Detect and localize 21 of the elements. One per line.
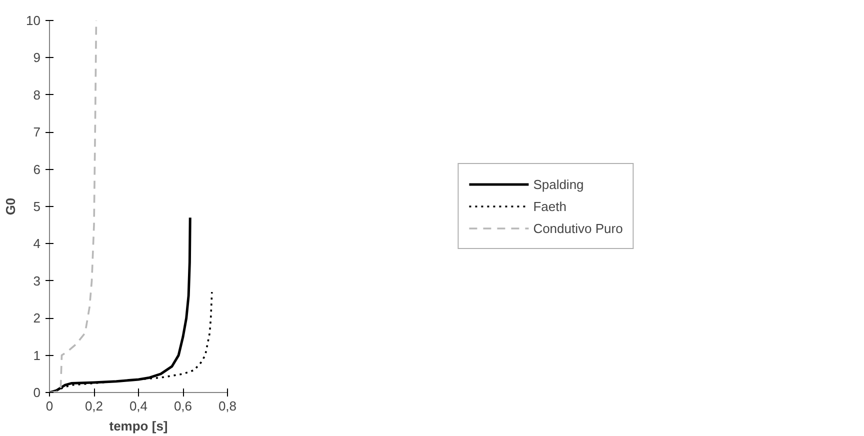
y-tick-label: 1 <box>33 348 41 363</box>
y-tick-label: 8 <box>33 87 41 102</box>
y-tick-label: 0 <box>33 385 41 400</box>
y-tick-label: 4 <box>33 236 41 252</box>
y-tick-label: 7 <box>33 124 41 140</box>
legend-label: Spalding <box>533 176 584 192</box>
y-tick-label: 5 <box>33 199 41 214</box>
y-tick-label: 9 <box>33 50 41 66</box>
legend-label: Faeth <box>533 198 566 214</box>
y-axis-title: G0 <box>3 198 18 216</box>
x-tick-label: 0,8 <box>218 398 237 414</box>
x-axis-title: tempo [s] <box>109 418 168 434</box>
y-tick-label: 3 <box>33 273 41 288</box>
y-tick-label: 2 <box>33 310 41 326</box>
y-tick-label: 10 <box>26 13 41 28</box>
x-tick-label: 0,4 <box>129 398 148 414</box>
x-tick-label: 0,2 <box>84 398 104 414</box>
y-tick-label: 6 <box>33 162 41 177</box>
x-tick-label: 0,6 <box>174 398 192 414</box>
legend-label: Condutivo Puro <box>533 220 623 236</box>
x-tick-label: 0 <box>46 398 54 414</box>
